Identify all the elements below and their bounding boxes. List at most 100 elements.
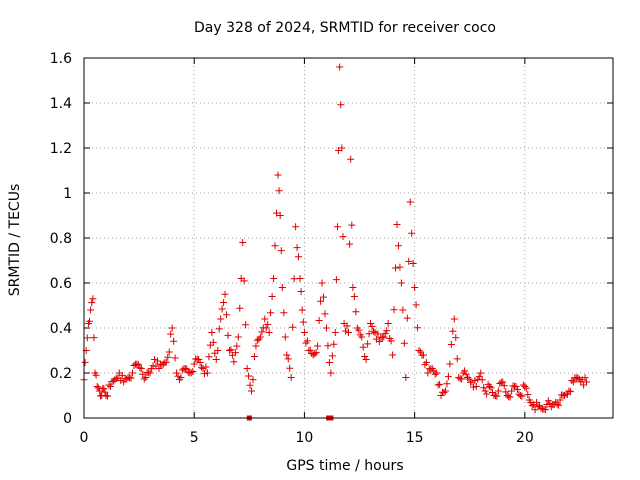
data-point (242, 321, 250, 329)
data-point (151, 356, 159, 363)
data-point (399, 306, 407, 314)
y-tick-label: 1.2 (50, 141, 72, 157)
data-point (461, 367, 469, 375)
data-point (111, 376, 119, 384)
data-point (458, 375, 466, 383)
data-point (195, 356, 203, 363)
data-point (312, 349, 320, 357)
data-point (298, 306, 306, 314)
data-point (355, 326, 363, 334)
data-point (431, 370, 439, 378)
data-point (359, 343, 367, 351)
data-point (297, 288, 305, 296)
data-point (83, 334, 91, 342)
data-point (500, 382, 508, 390)
data-point (483, 390, 491, 398)
data-point (252, 342, 260, 350)
data-point (384, 320, 392, 327)
data-point (234, 333, 242, 341)
data-point (403, 314, 411, 322)
data-point (477, 369, 485, 377)
y-tick-label: 0.8 (50, 231, 72, 247)
data-point (202, 363, 210, 371)
data-point (177, 374, 185, 381)
data-point (277, 247, 285, 255)
data-point (137, 365, 145, 372)
data-point (513, 386, 521, 393)
data-point (367, 320, 375, 327)
data-point (336, 63, 344, 71)
data-point (424, 369, 432, 377)
data-point (205, 353, 213, 361)
data-point (400, 339, 408, 347)
data-point (405, 257, 413, 265)
data-point (223, 311, 231, 319)
data-point (566, 388, 574, 396)
data-point (214, 347, 222, 354)
data-point (318, 279, 326, 287)
data-point (441, 387, 449, 395)
data-point (452, 334, 460, 342)
data-point (196, 359, 204, 366)
data-point (155, 365, 163, 372)
data-point (412, 301, 420, 309)
data-point (261, 315, 269, 323)
data-point (134, 361, 142, 369)
data-point (118, 371, 126, 379)
data-point (392, 264, 400, 272)
data-point (94, 384, 102, 392)
data-point (200, 370, 208, 378)
data-point (512, 383, 520, 390)
data-point (167, 330, 175, 338)
data-point (86, 317, 94, 325)
data-point (346, 240, 354, 248)
data-point (516, 392, 524, 399)
x-axis-label: GPS time / hours (286, 458, 403, 474)
data-point (349, 284, 357, 291)
data-point (508, 387, 516, 395)
data-point (417, 348, 425, 356)
data-point (569, 378, 577, 386)
x-tick-label: 5 (190, 430, 199, 446)
data-point (162, 358, 170, 366)
data-point (287, 374, 295, 381)
data-point (581, 374, 589, 382)
data-point (90, 334, 98, 342)
data-point (506, 393, 514, 401)
data-point (333, 223, 341, 231)
data-point (339, 233, 347, 241)
data-point (268, 293, 276, 300)
data-point (240, 277, 248, 285)
data-point (411, 284, 419, 291)
data-point (168, 324, 176, 332)
data-point (365, 330, 373, 338)
data-point (130, 362, 138, 369)
data-point (102, 392, 110, 399)
data-point (233, 342, 241, 350)
data-point (221, 290, 229, 298)
data-point (383, 327, 391, 335)
data-point (249, 376, 257, 384)
data-point (331, 329, 339, 336)
data-point (522, 384, 530, 392)
data-point (496, 380, 504, 387)
data-point (343, 322, 351, 330)
data-point (453, 355, 461, 363)
data-point (320, 293, 328, 301)
chart-title: Day 328 of 2024, SRMTID for receiver coc… (194, 20, 496, 36)
data-point (375, 338, 383, 345)
data-point (440, 389, 448, 396)
data-point (253, 336, 261, 344)
data-point (127, 374, 135, 382)
data-point (236, 304, 244, 312)
data-point (299, 318, 307, 326)
data-point (317, 297, 325, 305)
data-point (208, 329, 216, 336)
data-point (480, 384, 488, 392)
data-point (534, 403, 542, 411)
y-tick-label: 1 (63, 186, 72, 202)
y-tick-label: 0 (63, 411, 72, 427)
data-point (178, 366, 186, 374)
data-point (292, 223, 300, 231)
